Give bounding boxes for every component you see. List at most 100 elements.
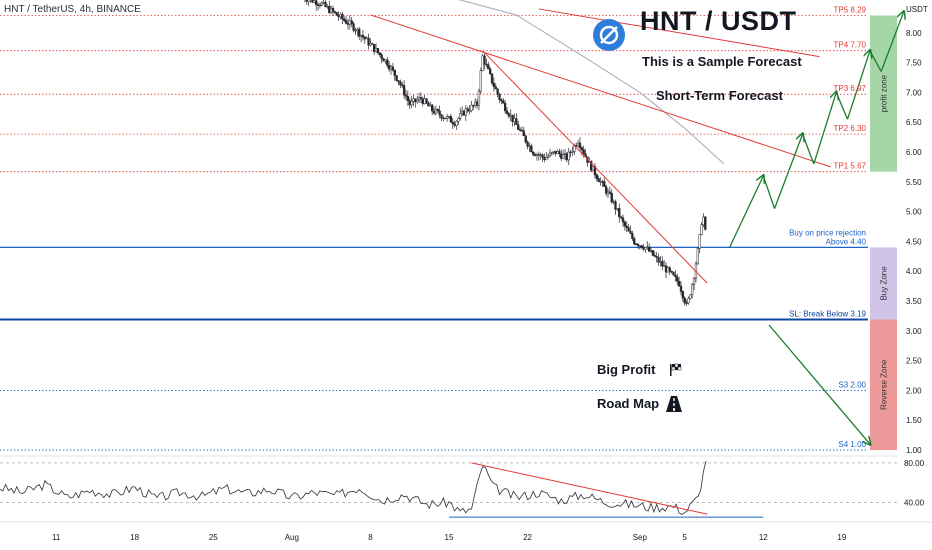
- candle-body-117: [520, 129, 524, 132]
- candle-body-49: [393, 69, 396, 76]
- candle-body-120: [526, 141, 529, 147]
- buy-zone-band: [870, 247, 897, 320]
- candle-body-128: [541, 154, 544, 158]
- candle-body-85: [460, 110, 464, 114]
- time-tick-8: 5: [682, 533, 687, 542]
- candle-body-64: [421, 98, 424, 104]
- candle-body-89: [468, 110, 471, 112]
- buy-zone-band-label: Buy Zone: [880, 266, 889, 301]
- price-tick-8: 4.00: [906, 267, 922, 276]
- level-label-5: Above 4.40: [826, 237, 867, 246]
- candle-body-72: [436, 109, 439, 112]
- level-label-0: TP5 8.29: [834, 5, 867, 14]
- candle-body-177: [633, 238, 636, 245]
- price-tick-2: 7.00: [906, 88, 922, 97]
- candle-body-169: [618, 208, 621, 218]
- candle-body-168: [616, 208, 619, 210]
- candle-body-215: [704, 216, 707, 230]
- candle-body-176: [631, 233, 634, 239]
- candle-body-33: [363, 36, 366, 40]
- banner-sample-line: This is a Sample Forecast: [642, 54, 802, 69]
- candle-body-173: [625, 225, 628, 228]
- candle-body-40: [376, 48, 380, 53]
- candle-body-138: [560, 153, 563, 159]
- candle-body-130: [545, 157, 548, 160]
- candle-body-65: [423, 98, 426, 104]
- candle-body-26: [350, 20, 353, 24]
- candle-body-112: [511, 114, 514, 122]
- candle-body-57: [408, 100, 411, 106]
- level-label-6: SL: Break Below 3.19: [789, 309, 866, 318]
- time-tick-5: 15: [445, 533, 454, 542]
- candle-body-134: [552, 150, 555, 153]
- candle-body-124: [533, 154, 537, 157]
- time-tick-10: 19: [837, 533, 846, 542]
- reverse-zone-band-label: Reverse Zone: [880, 359, 889, 410]
- candle-body-76: [444, 117, 447, 120]
- candle-body-17: [333, 11, 337, 13]
- candle-body-179: [636, 243, 640, 247]
- candle-body-27: [352, 23, 355, 31]
- candle-body-171: [621, 217, 625, 223]
- candle-body-184: [646, 246, 649, 248]
- candle-body-5: [311, 0, 314, 3]
- candle-body-178: [634, 243, 638, 245]
- candle-body-34: [365, 37, 368, 40]
- symbol-title: HNT / TetherUS, 4h, BINANCE: [4, 4, 141, 15]
- candle-body-157: [595, 174, 598, 179]
- candle-body-54: [402, 85, 406, 96]
- candle-body-69: [431, 104, 434, 112]
- candle-body-194: [664, 265, 668, 273]
- forecast-segment-2: [773, 134, 803, 209]
- candle-body-91: [472, 104, 475, 107]
- candle-body-46: [387, 65, 391, 70]
- level-label-2: TP3 6.97: [834, 84, 867, 93]
- candle-body-103: [494, 86, 497, 90]
- candle-body-10: [320, 2, 323, 6]
- forecast-segment-7: [869, 50, 882, 72]
- candle-body-39: [374, 48, 378, 52]
- time-tick-3: Aug: [285, 533, 299, 542]
- forecast-segment-6: [846, 51, 869, 120]
- candle-body-87: [464, 108, 467, 116]
- candle-body-126: [537, 154, 540, 156]
- candle-body-31: [359, 34, 363, 37]
- candle-body-200: [676, 276, 679, 282]
- price-tick-11: 2.50: [906, 357, 922, 366]
- price-tick-9: 3.50: [906, 297, 922, 306]
- helium-logo-icon: [593, 19, 625, 51]
- candle-body-88: [466, 108, 469, 112]
- candle-body-14: [328, 6, 331, 13]
- candle-body-213: [700, 224, 703, 235]
- candle-body-127: [539, 154, 542, 156]
- candle-body-141: [565, 153, 569, 161]
- candle-body-115: [517, 124, 520, 130]
- candle-body-109: [505, 110, 509, 115]
- trendline-1: [370, 14, 831, 168]
- candle-body-150: [582, 149, 585, 155]
- candle-body-11: [322, 1, 325, 4]
- reverse-zone-band: [870, 319, 897, 451]
- candle-body-110: [507, 113, 511, 117]
- candle-body-111: [509, 114, 512, 117]
- forecast-banner: HNT / USDT This is a Sample Forecast Sho…: [590, 4, 805, 114]
- candle-body-192: [661, 261, 664, 267]
- candle-body-164: [608, 191, 612, 194]
- level-label-4: TP1 5.67: [834, 162, 867, 171]
- time-tick-0: 11: [52, 533, 61, 542]
- candle-body-166: [612, 201, 615, 203]
- candle-body-24: [346, 23, 350, 25]
- candle-body-37: [371, 43, 374, 45]
- candle-body-163: [606, 191, 610, 194]
- rsi-line: [0, 460, 707, 515]
- candle-body-148: [578, 142, 582, 148]
- candle-body-79: [449, 116, 453, 123]
- candle-body-42: [380, 54, 383, 59]
- candle-body-90: [470, 104, 473, 111]
- forecast-segment-5: [835, 92, 849, 120]
- candle-body-21: [341, 14, 344, 20]
- level-label-8: S4 1.00: [838, 440, 866, 449]
- candle-body-59: [412, 98, 415, 102]
- rsi-tick-1: 40.00: [904, 498, 925, 507]
- candle-body-108: [503, 102, 507, 112]
